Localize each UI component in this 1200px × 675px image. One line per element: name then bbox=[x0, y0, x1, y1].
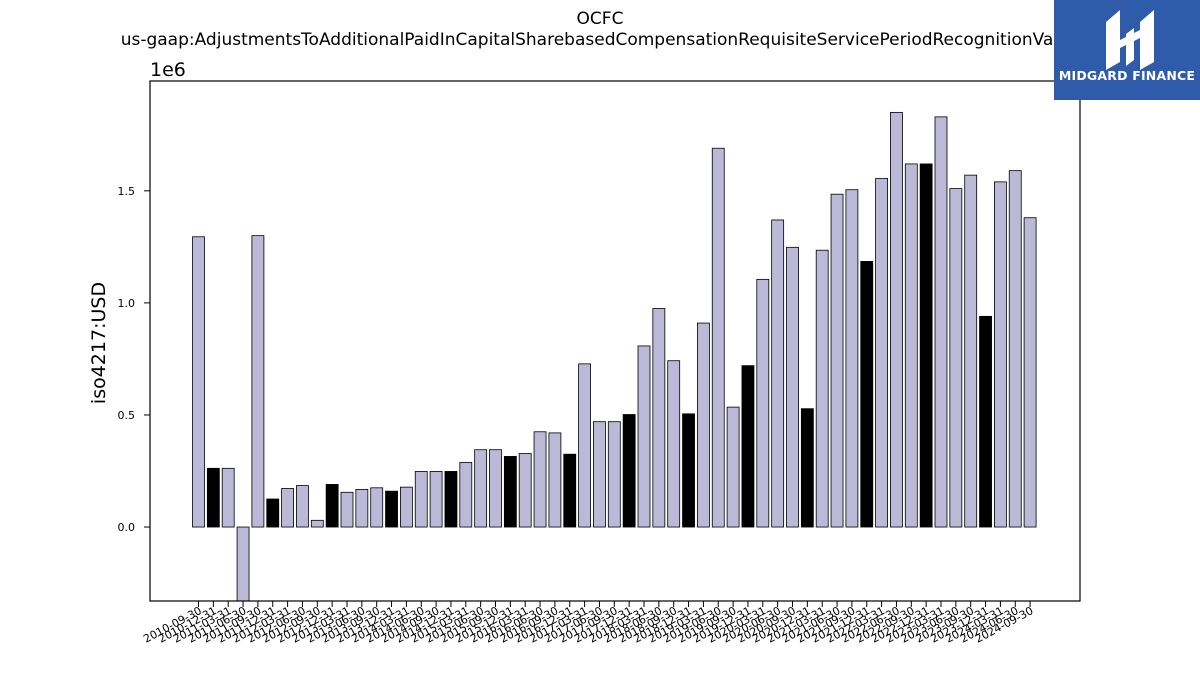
bar bbox=[325, 484, 339, 528]
bar bbox=[949, 188, 963, 528]
bar bbox=[815, 249, 829, 528]
bar bbox=[429, 471, 443, 528]
bar bbox=[964, 174, 978, 528]
bar bbox=[875, 178, 888, 528]
y-axis-label: iso4217:USD bbox=[88, 282, 110, 404]
bar bbox=[830, 193, 844, 528]
bar bbox=[1023, 217, 1037, 528]
y-axis-ticks: 0.0 0.5 1.0 1.5 bbox=[118, 185, 150, 534]
logo-text: MIDGARD FINANCE bbox=[1058, 68, 1196, 83]
bar bbox=[890, 111, 903, 528]
bar bbox=[607, 421, 621, 528]
bar bbox=[652, 308, 666, 528]
bar bbox=[251, 235, 265, 528]
bar bbox=[904, 163, 918, 528]
y-tick-label: 0.5 bbox=[118, 409, 136, 422]
bar bbox=[667, 360, 681, 528]
bar bbox=[518, 453, 532, 528]
bar bbox=[845, 189, 859, 528]
chart-title: OCFC bbox=[576, 9, 624, 29]
bar bbox=[370, 487, 384, 528]
bar bbox=[622, 414, 636, 528]
bar bbox=[474, 449, 488, 528]
bar bbox=[726, 406, 740, 528]
bar bbox=[994, 181, 1007, 528]
bar bbox=[563, 453, 577, 528]
y-tick-label: 1.5 bbox=[118, 185, 136, 198]
bar bbox=[756, 278, 770, 528]
bar bbox=[296, 485, 309, 528]
bar bbox=[593, 421, 606, 528]
y-scale-multiplier: 1e6 bbox=[150, 59, 186, 81]
bar bbox=[578, 363, 591, 528]
midgard-finance-logo: MIDGARD FINANCE bbox=[1054, 0, 1200, 100]
bar bbox=[355, 488, 369, 528]
bar bbox=[221, 467, 235, 528]
bar bbox=[548, 432, 562, 528]
bar bbox=[459, 462, 473, 528]
bar bbox=[399, 486, 413, 528]
bar bbox=[786, 246, 799, 528]
chart-subtitle: us-gaap:AdjustmentsToAdditionalPaidInCap… bbox=[120, 30, 1080, 50]
bar bbox=[800, 408, 814, 528]
bars-group bbox=[192, 111, 1037, 602]
bar bbox=[444, 471, 458, 528]
bar bbox=[741, 365, 755, 528]
bar bbox=[771, 219, 785, 528]
bar bbox=[310, 519, 324, 528]
bar bbox=[236, 526, 250, 602]
bar bbox=[979, 315, 992, 528]
bar bbox=[340, 491, 354, 528]
bar bbox=[206, 467, 220, 528]
x-axis-ticks: 2010-09-302010-12-312011-03-312011-06-30… bbox=[141, 601, 1036, 646]
y-tick-label: 0.0 bbox=[118, 521, 136, 534]
bar bbox=[266, 498, 280, 528]
bar bbox=[385, 490, 398, 528]
bar bbox=[697, 322, 710, 528]
bar bbox=[489, 449, 502, 528]
bar bbox=[919, 163, 933, 528]
midgard-logo-icon bbox=[1106, 10, 1154, 70]
bar bbox=[860, 261, 874, 528]
bar bbox=[533, 431, 547, 528]
bar bbox=[192, 236, 205, 528]
bar bbox=[682, 413, 695, 528]
bar bbox=[1008, 170, 1022, 528]
bar bbox=[934, 116, 948, 528]
bar bbox=[637, 345, 651, 528]
bar bbox=[711, 147, 725, 528]
bar bbox=[503, 456, 517, 528]
bar bbox=[414, 471, 428, 528]
bar bbox=[281, 488, 295, 528]
plot-frame bbox=[149, 80, 1081, 602]
y-tick-label: 1.0 bbox=[118, 297, 136, 310]
